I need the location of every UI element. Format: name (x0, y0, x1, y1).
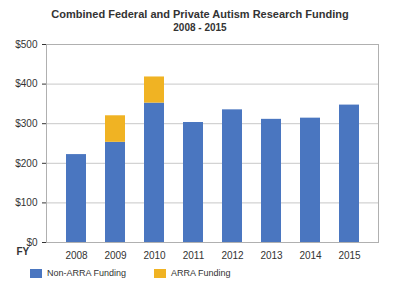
svg-text:2015: 2015 (338, 250, 361, 261)
html-text:Non-ARRA Funding: Non-ARRA Funding (47, 268, 126, 278)
svg-text:$0: $0 (26, 236, 38, 248)
svg-text:$200: $200 (15, 158, 38, 169)
svg-text:FY: FY (17, 246, 30, 257)
svg-text:2014: 2014 (299, 250, 322, 261)
html-text:ARRA Funding: ARRA Funding (171, 268, 231, 278)
svg-text:2008: 2008 (65, 250, 88, 261)
svg-text:2012: 2012 (221, 250, 244, 261)
svg-text:2010: 2010 (143, 250, 166, 261)
svg-text:$300: $300 (15, 118, 38, 129)
svg-text:2013: 2013 (260, 250, 283, 261)
svg-text:$500: $500 (15, 39, 38, 50)
svg-text:$100: $100 (15, 197, 38, 208)
svg-text:2011: 2011 (183, 250, 205, 261)
svg-text:2009: 2009 (104, 250, 127, 261)
svg-text:$400: $400 (15, 78, 38, 89)
html-text:Combined Federal and Private A: Combined Federal and Private Autism Rese… (51, 8, 349, 20)
html-text:2008 - 2015: 2008 - 2015 (173, 22, 227, 33)
